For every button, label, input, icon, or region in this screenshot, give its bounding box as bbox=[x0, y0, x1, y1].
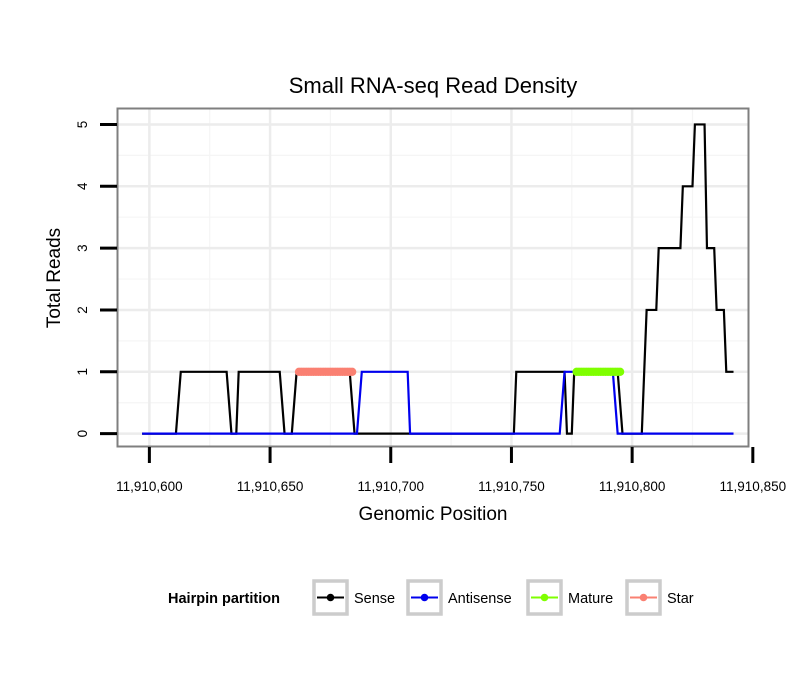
y-tick-label: 5 bbox=[75, 121, 90, 129]
data-point-mature bbox=[615, 367, 625, 376]
legend-key-point bbox=[326, 593, 335, 602]
x-tick-label: 11,910,700 bbox=[357, 479, 424, 494]
x-axis-title: Genomic Position bbox=[359, 504, 508, 525]
data-point-star bbox=[347, 367, 357, 376]
series-line-sense bbox=[142, 123, 734, 435]
legend-label: Mature bbox=[568, 591, 613, 607]
series-line-antisense bbox=[142, 370, 734, 435]
legend-item-mature: Mature bbox=[526, 579, 613, 616]
y-tick-label: 2 bbox=[75, 306, 90, 314]
legend-item-sense: Sense bbox=[312, 579, 395, 616]
plot-panel-border bbox=[116, 107, 750, 448]
y-axis-ticks: 0 1 2 3 4 5 bbox=[75, 121, 117, 438]
y-axis-title: Total Reads bbox=[44, 228, 65, 328]
x-axis-ticks: 11,910,600 11,910,650 11,910,700 11,910,750… bbox=[116, 447, 786, 494]
legend-label: Sense bbox=[354, 591, 395, 607]
x-tick-label: 11,910,650 bbox=[237, 479, 304, 494]
y-tick-label: 4 bbox=[75, 182, 90, 190]
x-tick-label: 11,910,600 bbox=[116, 479, 183, 494]
legend-label: Star bbox=[667, 591, 694, 607]
y-tick-label: 0 bbox=[75, 430, 90, 438]
y-tick-label: 3 bbox=[75, 244, 90, 252]
legend-label: Antisense bbox=[448, 591, 512, 607]
chart-title: Small RNA-seq Read Density bbox=[289, 73, 578, 98]
series-points bbox=[294, 367, 625, 376]
legend-item-star: Star bbox=[625, 579, 694, 616]
legend-item-antisense: Antisense bbox=[406, 579, 512, 616]
grid bbox=[118, 109, 748, 446]
legend-key-point bbox=[639, 593, 648, 602]
x-tick-label: 11,910,850 bbox=[720, 479, 787, 494]
x-tick-label: 11,910,750 bbox=[478, 479, 545, 494]
y-tick-label: 1 bbox=[75, 368, 90, 376]
legend: Hairpin partition Sense Antisense Mature St… bbox=[168, 579, 694, 616]
legend-key-point bbox=[540, 593, 549, 602]
legend-key-point bbox=[420, 593, 429, 602]
x-tick-label: 11,910,800 bbox=[599, 479, 666, 494]
legend-title: Hairpin partition bbox=[168, 591, 280, 607]
